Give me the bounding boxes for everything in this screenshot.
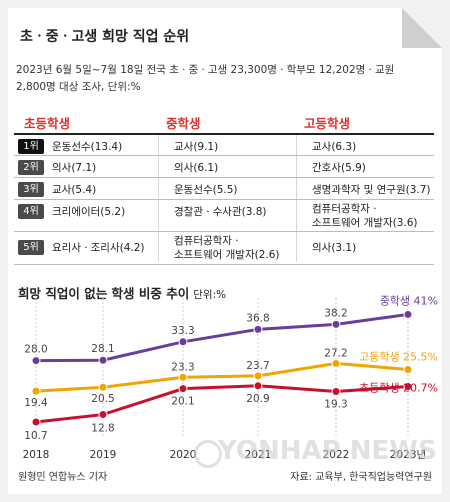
data-point (331, 319, 341, 329)
data-point (253, 371, 263, 381)
high-job: 간호사(5.9) (312, 162, 366, 174)
data-label: 38.2 (324, 307, 347, 319)
data-label: 28.1 (91, 343, 114, 355)
rank-badge: 4위 (18, 204, 44, 219)
data-point (98, 410, 108, 420)
data-point (31, 386, 41, 396)
high-job: 교사(6.3) (312, 141, 357, 153)
page-title: 초ㆍ중ㆍ고생 희망 직업 순위 (20, 29, 190, 45)
data-point (403, 309, 413, 319)
rank-badge: 5위 (18, 240, 44, 255)
high-job: 의사(3.1) (312, 242, 357, 254)
high-job-line2: 소프트웨어 개발자(3.6) (312, 217, 418, 229)
data-point (253, 381, 263, 391)
data-label: 23.3 (171, 361, 194, 373)
source: 자료: 교육부, 한국직업능력연구원 (290, 472, 432, 483)
data-label: 20.5 (91, 393, 114, 405)
data-point (331, 386, 341, 396)
rank-row: 3위 교사(5.4) 운동선수(5.5) 생명과학자 및 연구원(3.7) (14, 177, 434, 200)
rank-badge: 1위 (18, 139, 44, 154)
data-point (253, 324, 263, 334)
data-label: 20.9 (246, 393, 269, 405)
x-tick-label: 2019 (90, 449, 117, 461)
header-middle: 중학생 (166, 116, 201, 131)
infographic-card: 초ㆍ중ㆍ고생 희망 직업 순위 2023년 6월 5일~7월 18일 전국 초ㆍ… (8, 8, 442, 494)
data-point (178, 337, 188, 347)
middle-job: 컴퓨터공학자ㆍ (174, 235, 242, 247)
middle-job: 의사(6.1) (174, 162, 219, 174)
column-divider (158, 134, 159, 262)
x-tick-label: 2023년 (390, 449, 426, 461)
rank-row: 2위 의사(7.1) 의사(6.1) 간호사(5.9) (14, 155, 434, 178)
chart-title: 희망 직업이 없는 학생 비중 추이 단위:% (18, 283, 226, 302)
elementary-job: 교사(5.4) (52, 184, 97, 196)
yonhap-logo (194, 440, 222, 468)
data-point (403, 364, 413, 374)
elementary-job: 크리에이터(5.2) (52, 206, 126, 218)
x-tick-label: 2018 (23, 449, 50, 461)
rank-row: 5위 요리사ㆍ조리사(4.2) 컴퓨터공학자ㆍ 소프트웨어 개발자(2.6) 의… (14, 231, 434, 265)
high-job: 생명과학자 및 연구원(3.7) (312, 184, 431, 196)
data-label: 36.8 (246, 312, 269, 324)
rank-row: 4위 크리에이터(5.2) 경찰관ㆍ수사관(3.8) 컴퓨터공학자ㆍ 소프트웨어… (14, 199, 434, 232)
header-elementary: 초등학생 (24, 116, 71, 131)
middle-job: 교사(9.1) (174, 141, 219, 153)
data-label: 12.8 (91, 423, 114, 435)
middle-job: 운동선수(5.5) (174, 184, 238, 196)
elementary-job: 의사(7.1) (52, 162, 97, 174)
data-point (31, 356, 41, 366)
data-point (98, 382, 108, 392)
rank-badge: 2위 (18, 160, 44, 175)
chart-title-text: 희망 직업이 없는 학생 비중 추이 (18, 286, 190, 301)
rank-row: 1위 운동선수(13.4) 교사(9.1) 교사(6.3) (14, 133, 434, 157)
header-high: 고등학생 (304, 116, 351, 131)
series-line (35, 361, 409, 393)
x-tick-label: 2020 (170, 449, 197, 461)
x-tick-label: 2022 (323, 449, 350, 461)
data-label: 33.3 (171, 325, 194, 337)
credit: 원형민 연합뉴스 기자 (18, 472, 108, 483)
data-label: 23.7 (246, 360, 269, 372)
middle-job: 경찰관ㆍ수사관(3.8) (174, 206, 267, 218)
data-label: 28.0 (24, 344, 47, 356)
data-label: 10.7 (24, 430, 47, 442)
data-point (178, 372, 188, 382)
data-point (403, 382, 413, 392)
series-end-label: 중학생 41% (380, 294, 438, 307)
series-end-label: 고등학생 25.5% (359, 350, 438, 363)
data-label: 27.2 (324, 347, 347, 359)
x-tick-label: 2021 (245, 449, 272, 461)
data-label: 19.4 (24, 397, 48, 409)
data-label: 19.3 (324, 398, 347, 410)
data-point (178, 384, 188, 394)
column-divider (296, 134, 297, 262)
data-label: 20.1 (171, 396, 194, 408)
elementary-job: 운동선수(13.4) (52, 141, 123, 153)
data-point (98, 355, 108, 365)
rank-badge: 3위 (18, 182, 44, 197)
series-line (35, 312, 409, 363)
series-end-label: 초등학생 20.7% (359, 382, 438, 395)
chart-unit: 단위:% (193, 289, 227, 301)
data-point (31, 417, 41, 427)
line-chart: 28.0 28.1 33.3 36.8 38.2 중학생 41% 19.4 20.5 23.3 2… (23, 294, 438, 461)
elementary-job: 요리사ㆍ조리사(4.2) (52, 242, 145, 254)
middle-job-line2: 소프트웨어 개발자(2.6) (174, 249, 280, 261)
data-point (331, 358, 341, 368)
series-line (35, 384, 409, 424)
watermark: YONHAP NEWS (218, 436, 437, 466)
page-fold (402, 8, 442, 48)
survey-note: 2023년 6월 5일~7월 18일 전국 초ㆍ중ㆍ고생 23,300명ㆍ학부모… (16, 64, 395, 93)
high-job: 컴퓨터공학자ㆍ (312, 203, 380, 215)
